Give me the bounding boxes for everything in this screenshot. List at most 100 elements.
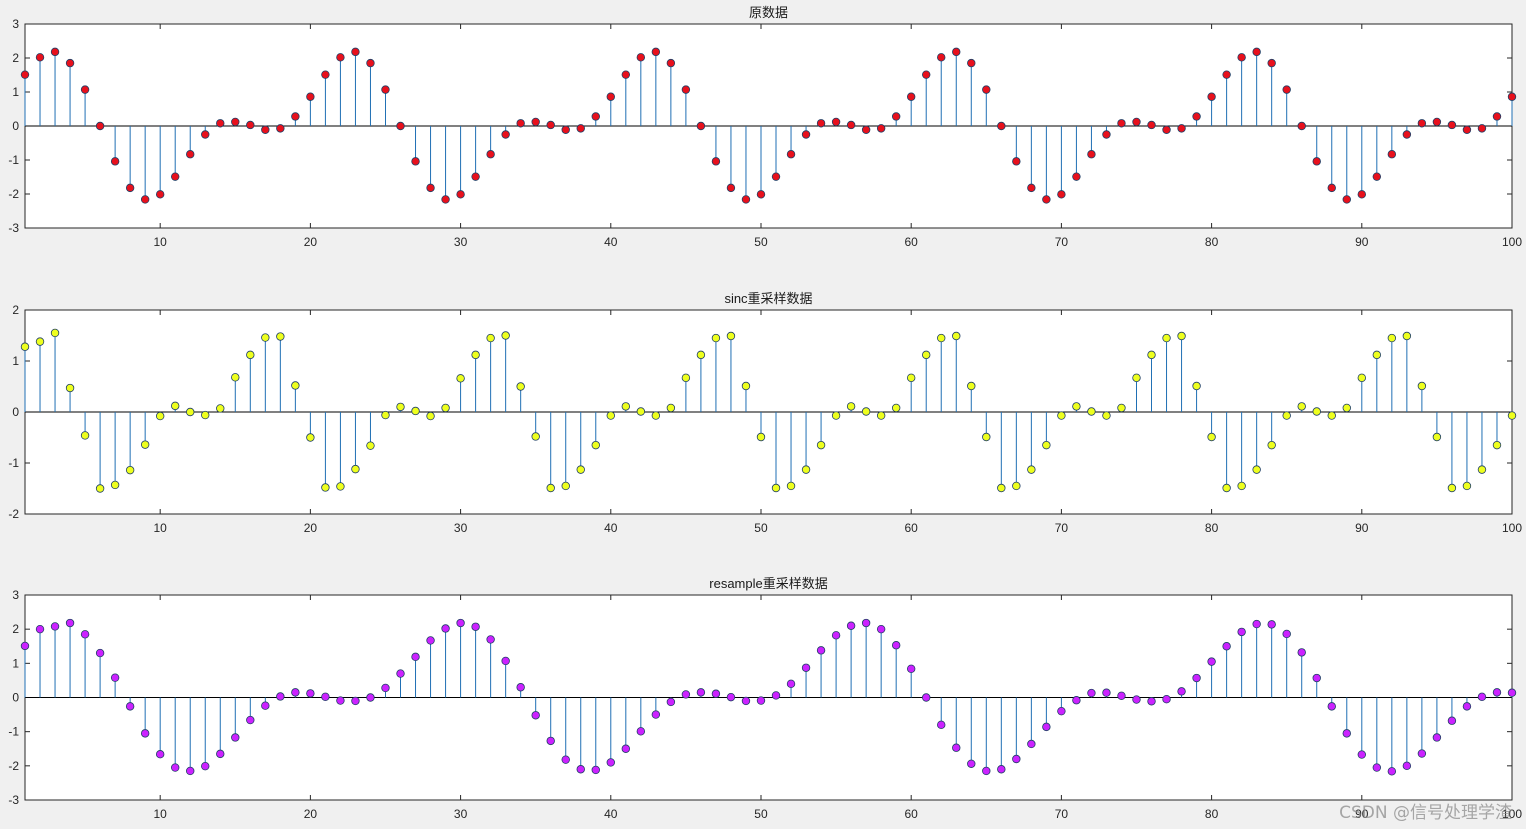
- x-tick-label: 90: [1355, 235, 1369, 249]
- x-tick-label: 100: [1502, 521, 1522, 535]
- y-tick-label: -2: [8, 187, 19, 201]
- stem-marker: [906, 373, 916, 383]
- stem-marker: [937, 720, 946, 730]
- stem-marker: [171, 401, 180, 411]
- x-tick-label: 30: [454, 235, 468, 249]
- stem-marker: [441, 195, 450, 204]
- stem-marker: [1027, 465, 1036, 474]
- stem-marker: [666, 403, 676, 413]
- stem-marker: [937, 53, 946, 62]
- stem-marker: [1132, 373, 1141, 383]
- x-tick-label: 20: [304, 807, 318, 821]
- stem-marker: [1207, 432, 1216, 442]
- stem-marker: [80, 431, 90, 440]
- stem-marker: [246, 715, 255, 725]
- stem-marker: [306, 689, 315, 698]
- stem-marker: [636, 53, 646, 62]
- stem-marker: [831, 117, 841, 127]
- stem-marker: [546, 483, 555, 493]
- y-tick-label: -3: [8, 793, 19, 807]
- stem-marker: [471, 350, 480, 360]
- stem-marker: [1402, 130, 1412, 139]
- x-tick-label: 60: [905, 807, 919, 821]
- stem-marker: [801, 130, 811, 139]
- stem-marker: [1042, 440, 1051, 450]
- stem-marker: [80, 85, 90, 94]
- stem-marker: [140, 195, 150, 204]
- stem-marker: [411, 157, 420, 166]
- stem-marker: [1012, 481, 1021, 491]
- stem-marker: [351, 47, 360, 57]
- stem-marker: [1012, 754, 1021, 764]
- stem-marker: [922, 70, 931, 79]
- stem-marker: [1117, 119, 1126, 128]
- stem-marker: [997, 483, 1006, 493]
- stem-marker: [125, 465, 135, 475]
- x-tick-label: 30: [454, 807, 468, 821]
- stem-marker: [1267, 620, 1276, 629]
- stem-marker: [246, 350, 255, 360]
- y-tick-label: 2: [12, 51, 19, 65]
- stem-marker: [846, 120, 856, 130]
- stem-marker: [336, 482, 345, 491]
- x-tick-label: 80: [1205, 807, 1219, 821]
- stem-marker: [140, 440, 150, 449]
- x-tick-label: 90: [1355, 521, 1369, 535]
- subplot-1: 原数据 -3 -2 -1 0 1 2 3 10 20 30 40 50 60 70 80 90 100: [8, 5, 1522, 249]
- stem-marker: [186, 150, 195, 159]
- stem-marker: [696, 350, 706, 360]
- stem-marker: [846, 621, 856, 630]
- stem-marker: [1087, 150, 1096, 159]
- stem-marker: [591, 112, 600, 121]
- stem-marker: [50, 47, 60, 57]
- stem-marker: [621, 402, 631, 411]
- stem-marker: [1147, 120, 1156, 130]
- x-tick-label: 70: [1055, 807, 1069, 821]
- stem-marker: [441, 624, 450, 633]
- stem-marker: [381, 410, 390, 420]
- stem-marker: [35, 337, 45, 346]
- stem-marker: [1072, 696, 1081, 705]
- stem-marker: [801, 663, 811, 672]
- stem-marker: [1417, 749, 1427, 758]
- stem-marker: [651, 710, 661, 719]
- stem-marker: [531, 432, 540, 441]
- stem-marker: [276, 692, 285, 701]
- stem-marker: [576, 765, 585, 774]
- stem-marker: [441, 403, 450, 413]
- x-tick-label: 10: [154, 807, 168, 821]
- stem-marker: [531, 117, 540, 127]
- stem-marker: [426, 636, 435, 645]
- stem-marker: [95, 121, 105, 131]
- stem-marker: [1342, 403, 1351, 413]
- stem-marker: [1057, 411, 1066, 420]
- x-tick-label: 10: [154, 235, 168, 249]
- stem-marker: [155, 411, 165, 421]
- stem-marker: [831, 411, 841, 420]
- x-tick-label: 100: [1502, 807, 1522, 821]
- stem-marker: [861, 618, 871, 628]
- x-tick-label: 50: [754, 807, 768, 821]
- stem-marker: [846, 402, 856, 411]
- x-tick-label: 20: [304, 521, 318, 535]
- stem-marker: [726, 331, 736, 341]
- stem-marker: [1447, 120, 1457, 130]
- stem-marker: [1072, 172, 1081, 181]
- stem-marker: [636, 407, 646, 416]
- y-tick-label: 2: [12, 622, 19, 636]
- stem-marker: [952, 743, 961, 752]
- stem-marker: [1057, 190, 1066, 199]
- chart-title: 原数据: [749, 5, 788, 20]
- stem-marker: [1117, 403, 1126, 413]
- stem-marker: [336, 53, 345, 62]
- x-tick-label: 80: [1205, 521, 1219, 535]
- y-tick-label: 0: [12, 691, 19, 705]
- stem-marker: [351, 696, 360, 706]
- subplot-2: sinc重采样数据 -2 -1 0 1 2 10 20 30 40 50 60 70 80 90 100: [8, 291, 1522, 535]
- stem-marker: [1357, 190, 1366, 199]
- stem-marker: [321, 692, 330, 702]
- stem-marker: [1222, 483, 1231, 493]
- x-tick-label: 30: [454, 521, 468, 535]
- stem-marker: [456, 190, 465, 199]
- stem-marker: [1042, 195, 1051, 204]
